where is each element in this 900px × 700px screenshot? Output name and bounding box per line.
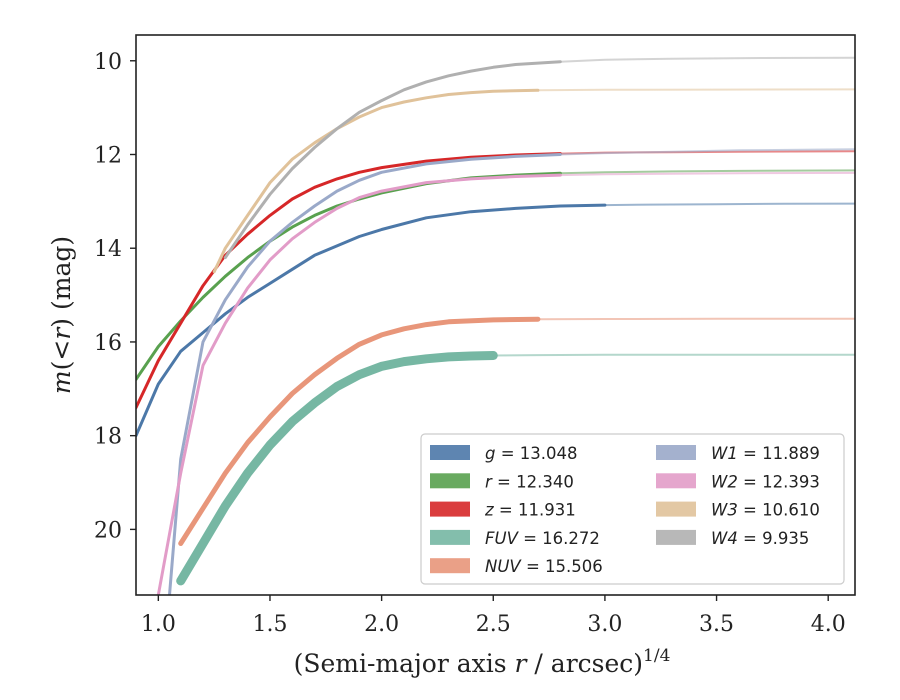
legend-label-w4: W4 = 9.935 — [711, 529, 809, 548]
x-axis-label-superscript: 1/4 — [643, 646, 670, 666]
series-line-nuv — [178, 316, 541, 546]
legend-swatch-fuv — [430, 529, 470, 545]
plot-frame — [135, 34, 856, 596]
legend-swatch-g — [430, 445, 470, 460]
y-tick-label: 18 — [94, 425, 122, 450]
x-axis: 1.0 1.5 2.0 2.5 3.0 3.5 4.0 — [141, 595, 846, 637]
legend-swatch-z — [430, 501, 470, 517]
legend-swatch-w4 — [656, 529, 696, 545]
series-line-w3 — [212, 88, 540, 274]
legend-label-w3: W3 = 10.610 — [711, 501, 820, 520]
y-tick-label: 10 — [94, 50, 122, 75]
y-axis-label-var: m — [47, 370, 76, 394]
x-axis-label-var: r — [515, 649, 529, 678]
y-axis: 10 12 14 16 18 20 — [94, 50, 136, 543]
x-tick-label: 1.0 — [141, 612, 176, 637]
series-line-fuv — [176, 351, 498, 586]
legend-swatch-w2 — [656, 473, 696, 489]
x-tick-label: 3.0 — [587, 612, 622, 637]
x-tick-label: 2.0 — [364, 612, 399, 637]
legend-box — [420, 433, 845, 585]
legend-swatch-w3 — [656, 501, 696, 517]
x-axis-label-tail: / arcsec) — [526, 649, 643, 678]
y-tick-label: 14 — [94, 237, 122, 262]
legend-label-w2: W2 = 12.393 — [711, 472, 820, 491]
x-axis-label-text: (Semi-major axis — [294, 649, 515, 678]
y-tick-label: 16 — [94, 331, 122, 356]
series-layer — [136, 56, 855, 595]
y-axis-label: m(<r) (mag) — [47, 236, 76, 394]
legend-swatch-r — [430, 473, 470, 489]
x-tick-label: 3.5 — [699, 612, 734, 637]
x-axis-label: (Semi-major axis r / arcsec)1/4 — [294, 646, 671, 678]
y-axis-label-tail: ) (mag) — [47, 236, 76, 328]
y-tick-label: 12 — [94, 143, 122, 168]
y-tick-label: 20 — [94, 518, 122, 543]
legend-label-w1: W1 = 11.889 — [711, 444, 820, 463]
y-axis-label-r: r — [47, 326, 76, 340]
legend-swatch-nuv — [430, 558, 470, 574]
legend-swatch-w1 — [656, 445, 696, 460]
series-line-g — [136, 203, 607, 438]
legend: g = 13.048 r = 12.340 z = 11.931 FUV = 16.2… — [420, 433, 845, 585]
series-line-w4 — [223, 60, 562, 260]
legend-label-fuv: FUV = 16.272 — [485, 529, 600, 548]
series-line-w2 — [156, 173, 562, 595]
series-line-z — [136, 152, 562, 410]
x-tick-label: 2.5 — [476, 612, 511, 637]
legend-label-r: r = 12.340 — [485, 472, 574, 491]
series-line-w1 — [168, 153, 562, 595]
x-tick-label: 4.0 — [811, 612, 846, 637]
legend-label-g: g = 13.048 — [485, 444, 578, 463]
legend-label-nuv: NUV = 15.506 — [485, 557, 603, 576]
x-tick-label: 1.5 — [252, 612, 287, 637]
y-axis-label-open: (< — [47, 340, 76, 371]
legend-label-z: z = 11.931 — [484, 501, 576, 520]
